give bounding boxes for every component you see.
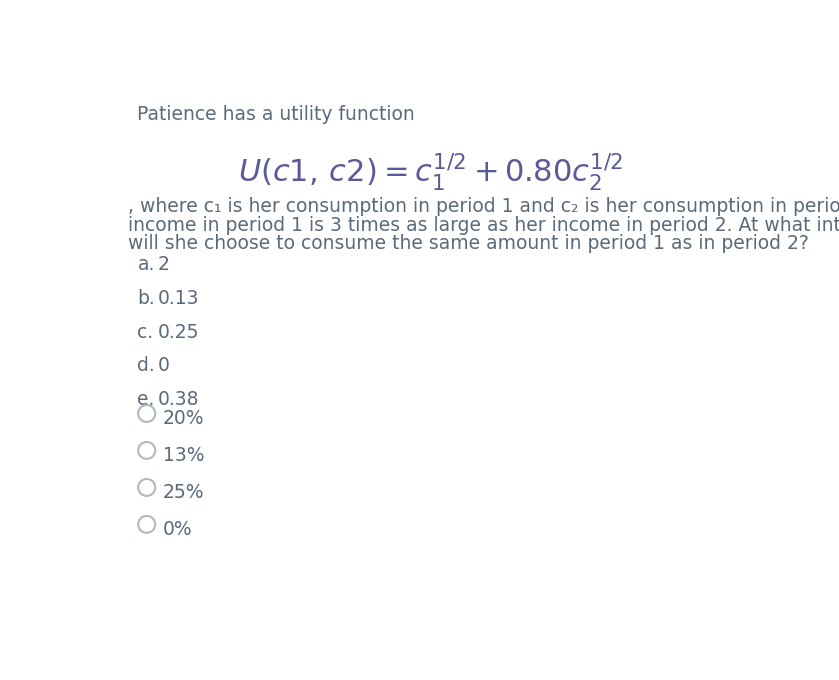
Text: b.: b. xyxy=(138,289,155,308)
Text: c.: c. xyxy=(138,322,154,341)
Text: will she choose to consume the same amount in period 1 as in period 2?: will she choose to consume the same amou… xyxy=(128,234,809,253)
Text: 0%: 0% xyxy=(163,520,193,539)
Text: 13%: 13% xyxy=(163,446,205,465)
Text: $\mathit{U}(\mathit{c}1,\, \mathit{c}2) = \mathit{c}_1^{1/2} + 0.80\mathit{c}_2^: $\mathit{U}(\mathit{c}1,\, \mathit{c}2) … xyxy=(237,151,623,193)
Text: 20%: 20% xyxy=(163,409,205,428)
Text: income in period 1 is 3 times as large as her income in period 2. At what intere: income in period 1 is 3 times as large a… xyxy=(128,216,839,235)
Text: a.: a. xyxy=(138,255,155,274)
Text: 25%: 25% xyxy=(163,483,205,502)
Text: , where c₁ is her consumption in period 1 and c₂ is her consumption in period 2.: , where c₁ is her consumption in period … xyxy=(128,197,839,216)
Text: 2: 2 xyxy=(158,255,169,274)
Text: 0.25: 0.25 xyxy=(158,322,199,341)
Text: Patience has a utility function: Patience has a utility function xyxy=(138,105,415,124)
Text: 0.13: 0.13 xyxy=(158,289,199,308)
Text: d.: d. xyxy=(138,356,155,375)
Text: 0: 0 xyxy=(158,356,169,375)
Text: 0.38: 0.38 xyxy=(158,390,199,409)
Text: e.: e. xyxy=(138,390,155,409)
